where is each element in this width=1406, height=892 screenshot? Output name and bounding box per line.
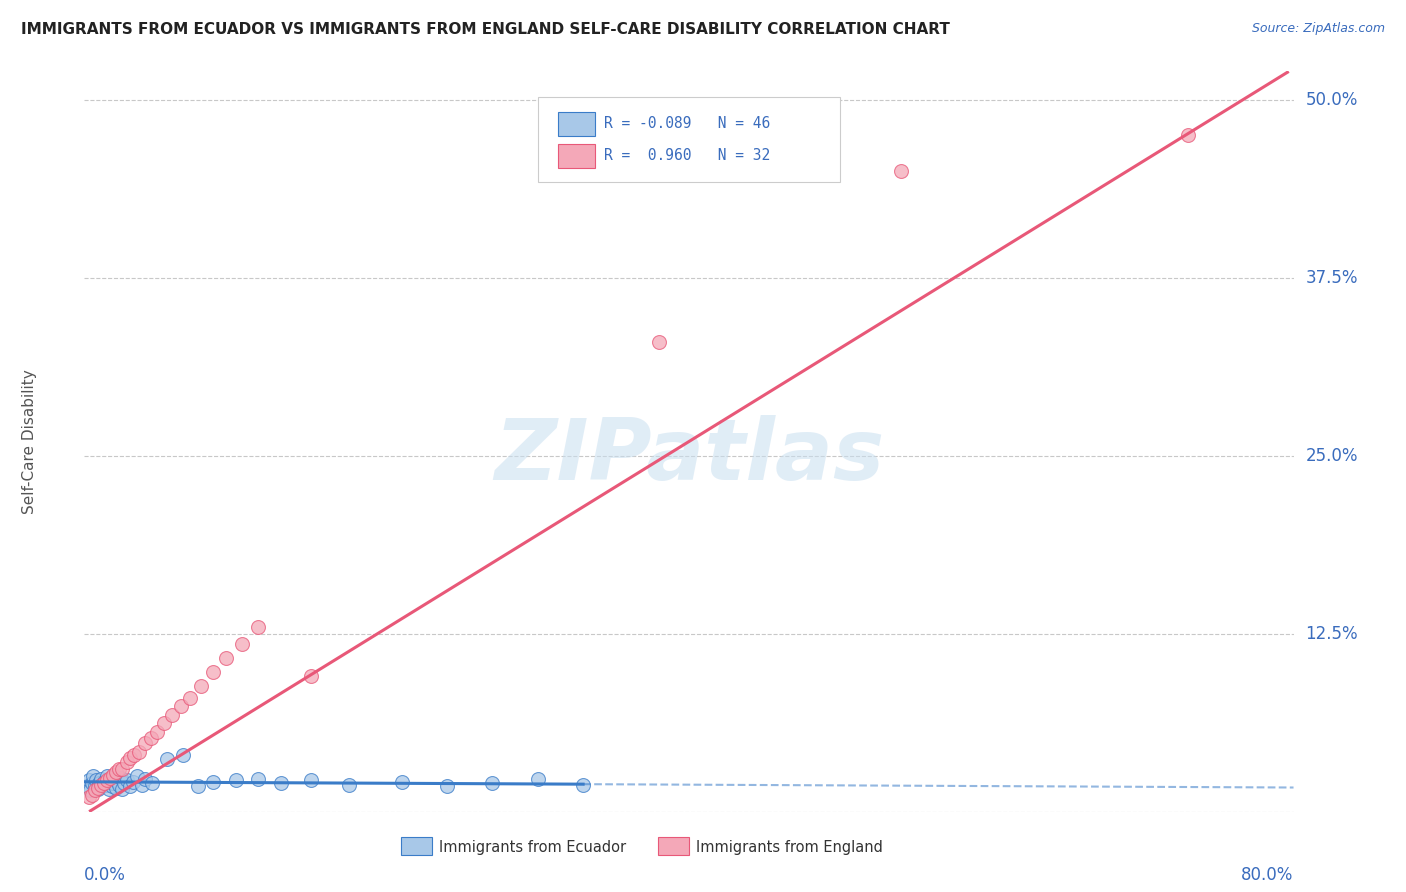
Bar	[558, 144, 595, 168]
Point	[94, 778, 117, 792]
Point	[201, 774, 224, 789]
Point	[91, 779, 114, 793]
Point	[187, 779, 209, 793]
Point	[77, 773, 100, 788]
Point	[170, 699, 193, 714]
Point	[134, 772, 156, 786]
Point	[122, 747, 145, 762]
Point	[179, 690, 201, 705]
Point	[391, 774, 413, 789]
Text: 25.0%: 25.0%	[1306, 447, 1358, 465]
Point	[110, 771, 132, 785]
Point	[111, 781, 134, 796]
Text: IMMIGRANTS FROM ECUADOR VS IMMIGRANTS FROM ENGLAND SELF-CARE DISABILITY CORRELAT: IMMIGRANTS FROM ECUADOR VS IMMIGRANTS FR…	[21, 22, 950, 37]
Text: 0.0%: 0.0%	[84, 866, 127, 884]
Point	[84, 783, 107, 797]
Point	[527, 772, 550, 786]
Point	[146, 725, 169, 739]
Point	[96, 773, 118, 788]
Point	[100, 779, 122, 793]
Point	[90, 772, 112, 786]
Point	[299, 773, 322, 788]
Text: Immigrants from England: Immigrants from England	[696, 840, 883, 855]
Point	[481, 776, 503, 790]
Point	[76, 779, 98, 793]
Point	[139, 731, 162, 745]
Point	[79, 783, 101, 797]
Point	[98, 771, 121, 785]
Point	[115, 755, 138, 769]
Point	[96, 769, 118, 783]
Point	[107, 774, 129, 789]
Point	[247, 619, 270, 633]
Point	[98, 773, 121, 788]
Point	[82, 769, 104, 783]
Point	[127, 769, 149, 783]
Point	[337, 778, 360, 792]
Text: 12.5%: 12.5%	[1306, 624, 1358, 643]
Text: Self-Care Disability: Self-Care Disability	[22, 369, 38, 514]
Point	[231, 637, 253, 651]
Point	[93, 776, 115, 790]
Point	[93, 774, 115, 789]
Point	[648, 334, 671, 349]
Point	[108, 762, 131, 776]
Text: Immigrants from Ecuador: Immigrants from Ecuador	[439, 840, 626, 855]
Point	[215, 651, 238, 665]
Point	[101, 767, 124, 781]
Point	[90, 778, 112, 792]
Point	[131, 778, 153, 792]
Point	[141, 776, 163, 790]
Point	[80, 788, 103, 802]
Point	[87, 780, 110, 795]
Point	[89, 776, 111, 790]
Text: 37.5%: 37.5%	[1306, 268, 1358, 287]
Point	[84, 779, 107, 793]
Point	[190, 680, 212, 694]
Point	[101, 776, 124, 790]
Point	[112, 776, 135, 790]
Bar	[658, 837, 689, 855]
Point	[115, 773, 138, 788]
Point	[299, 669, 322, 683]
Point	[111, 762, 134, 776]
Point	[1177, 128, 1199, 143]
Point	[572, 778, 595, 792]
Point	[436, 779, 458, 793]
Bar	[401, 837, 432, 855]
Text: ZIPatlas: ZIPatlas	[494, 415, 884, 498]
Text: R =  0.960   N = 32: R = 0.960 N = 32	[605, 148, 770, 163]
FancyBboxPatch shape	[538, 97, 841, 183]
Point	[247, 772, 270, 786]
Point	[156, 752, 179, 766]
Point	[270, 776, 292, 790]
Point	[128, 745, 150, 759]
Point	[121, 774, 143, 789]
Point	[160, 707, 183, 722]
Point	[118, 750, 141, 764]
Point	[153, 716, 176, 731]
Point	[108, 778, 131, 792]
Point	[118, 779, 141, 793]
Point	[86, 773, 108, 788]
Point	[104, 772, 127, 786]
Point	[80, 776, 103, 790]
Point	[172, 747, 194, 762]
Text: Source: ZipAtlas.com: Source: ZipAtlas.com	[1251, 22, 1385, 36]
Point	[225, 773, 247, 788]
Point	[201, 665, 224, 680]
Point	[77, 790, 100, 805]
Text: R = -0.089   N = 46: R = -0.089 N = 46	[605, 117, 770, 131]
Text: 80.0%: 80.0%	[1241, 866, 1294, 884]
Text: 50.0%: 50.0%	[1306, 91, 1358, 109]
Point	[97, 781, 120, 796]
Point	[890, 164, 912, 178]
Point	[105, 780, 128, 795]
Point	[87, 781, 110, 796]
Bar	[558, 112, 595, 136]
Point	[105, 764, 128, 779]
Point	[134, 736, 156, 750]
